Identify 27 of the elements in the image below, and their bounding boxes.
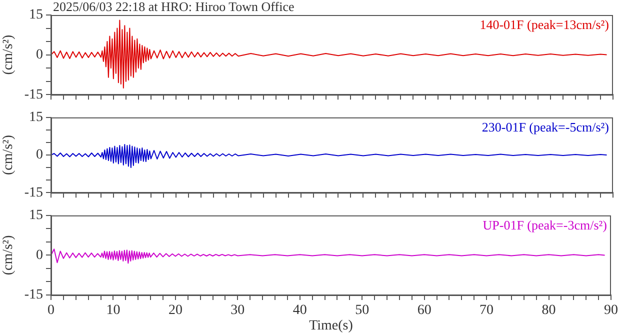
y-tick-label: 0 <box>36 148 43 163</box>
y-tick-label: 15 <box>29 208 43 224</box>
y-axis-title: (cm/s²) <box>1 234 16 276</box>
y-tick-label: -15 <box>24 87 43 102</box>
x-tick-label: 40 <box>292 303 307 318</box>
y-tick-label: 0 <box>36 47 43 62</box>
x-tick-label: 50 <box>355 303 370 318</box>
x-tick-label: 30 <box>230 303 245 318</box>
x-tick-label: 80 <box>542 303 556 318</box>
y-axis-title: (cm/s²) <box>1 134 16 175</box>
x-tick-label: 90 <box>604 303 618 318</box>
y-axis-title: (cm/s²) <box>1 34 16 75</box>
x-axis-title: Time(s) <box>309 318 354 334</box>
y-tick-label: 15 <box>29 8 43 23</box>
x-tick-label: 60 <box>417 303 432 318</box>
series-label: 230-01F (peak=-5cm/s²) <box>482 119 609 134</box>
x-tick-label: 20 <box>168 303 182 318</box>
x-tick-label: 10 <box>106 303 120 318</box>
series-label: 140-01F (peak=13cm/s²) <box>480 16 609 32</box>
y-tick-label: 15 <box>29 110 43 126</box>
x-tick-label: 70 <box>480 303 494 318</box>
y-tick-label: 0 <box>36 248 43 263</box>
series-label: UP-01F (peak=-3cm/s²) <box>482 217 607 232</box>
chart-title: 2025/06/03 22:18 at HRO: Hiroo Town Office <box>53 0 294 14</box>
y-tick-label: -15 <box>24 185 43 200</box>
y-tick-label: -15 <box>24 288 43 303</box>
x-tick-label: 0 <box>48 303 54 318</box>
